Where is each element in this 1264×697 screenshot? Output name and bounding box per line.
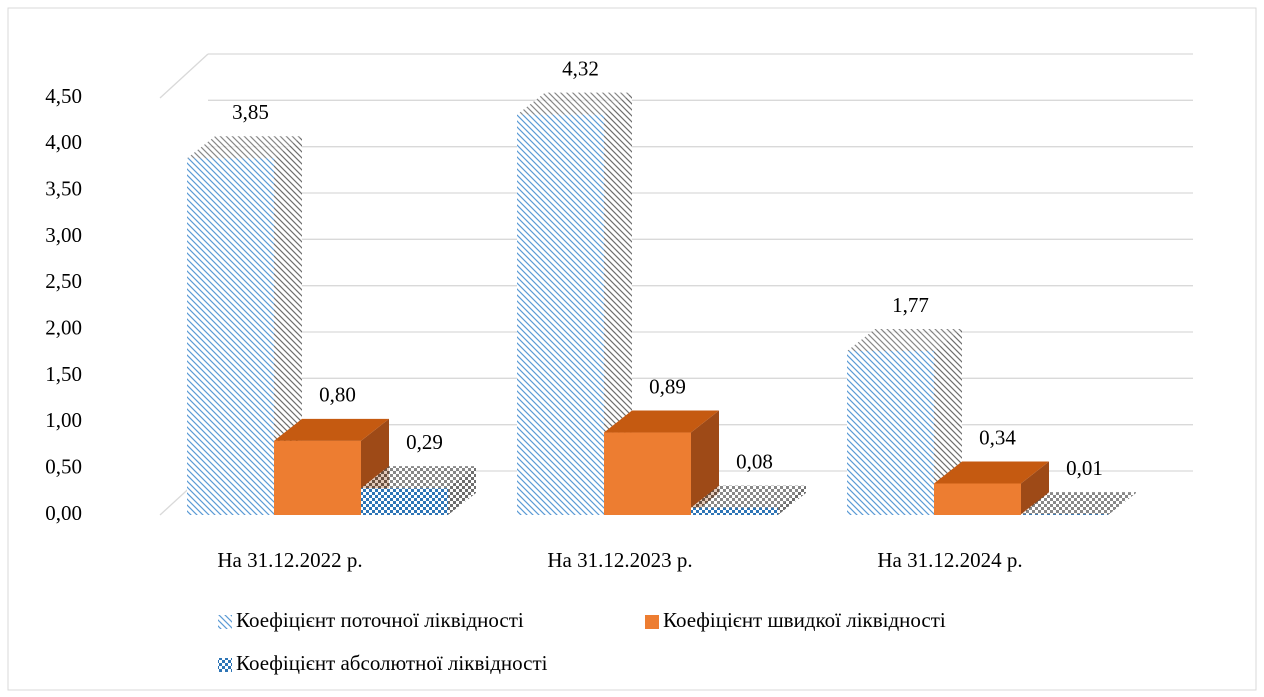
value-label: 1,77 bbox=[892, 293, 929, 317]
legend-label: Коефіцієнт абсолютної ліквідності bbox=[236, 651, 548, 675]
bar-front bbox=[847, 350, 934, 515]
bar-front bbox=[604, 432, 691, 515]
y-tick-label: 3,00 bbox=[45, 223, 82, 247]
bar-side bbox=[1108, 492, 1136, 515]
x-tick-label: На 31.12.2023 р. bbox=[547, 548, 692, 572]
value-label: 0,34 bbox=[979, 425, 1016, 449]
bar-front bbox=[691, 507, 778, 515]
value-label: 3,85 bbox=[232, 100, 269, 124]
y-tick-label: 4,00 bbox=[45, 130, 82, 154]
bar-top bbox=[847, 328, 962, 351]
legend-swatch bbox=[218, 615, 232, 629]
legend-swatch bbox=[218, 658, 232, 672]
bar-top bbox=[517, 92, 632, 115]
bar-front bbox=[517, 114, 604, 516]
y-tick-label: 2,50 bbox=[45, 269, 82, 293]
bar-top bbox=[361, 466, 476, 489]
y-tick-label: 0,50 bbox=[45, 454, 82, 478]
value-label: 0,80 bbox=[319, 383, 356, 407]
bar-top bbox=[187, 136, 302, 159]
y-tick-label: 4,50 bbox=[45, 84, 82, 108]
bar-side bbox=[1021, 461, 1049, 515]
bar-top bbox=[934, 461, 1049, 484]
bar-side bbox=[691, 410, 719, 515]
value-label: 0,29 bbox=[406, 430, 443, 454]
value-label: 0,01 bbox=[1066, 456, 1103, 480]
x-tick-label: На 31.12.2024 р. bbox=[877, 548, 1022, 572]
bar-side bbox=[604, 92, 632, 516]
legend-label: Коефіцієнт швидкої ліквідності bbox=[663, 608, 946, 632]
value-label: 0,89 bbox=[649, 374, 686, 398]
bar-top bbox=[604, 410, 719, 433]
y-tick-label: 1,00 bbox=[45, 408, 82, 432]
bar-front bbox=[274, 440, 361, 515]
bar-front bbox=[934, 483, 1021, 515]
y-tick-label: 1,50 bbox=[45, 362, 82, 386]
bar-top bbox=[1021, 492, 1136, 515]
bar-front bbox=[187, 158, 274, 515]
bar-side bbox=[448, 466, 476, 515]
x-tick-label: На 31.12.2022 р. bbox=[217, 548, 362, 572]
y-tick-label: 3,50 bbox=[45, 176, 82, 200]
bar-top bbox=[691, 485, 806, 508]
legend-label: Коефіцієнт поточної ліквідності bbox=[236, 608, 524, 632]
value-label: 0,08 bbox=[736, 449, 773, 473]
bar-side bbox=[778, 485, 806, 515]
bar-top bbox=[274, 418, 389, 441]
value-label: 4,32 bbox=[562, 56, 599, 80]
bar-front bbox=[1021, 514, 1108, 515]
bar-side bbox=[274, 136, 302, 515]
bar-front bbox=[361, 488, 448, 515]
y-tick-label: 2,00 bbox=[45, 315, 82, 339]
legend-swatch bbox=[645, 615, 659, 629]
side-line bbox=[159, 53, 209, 99]
y-tick-label: 0,00 bbox=[45, 501, 82, 525]
